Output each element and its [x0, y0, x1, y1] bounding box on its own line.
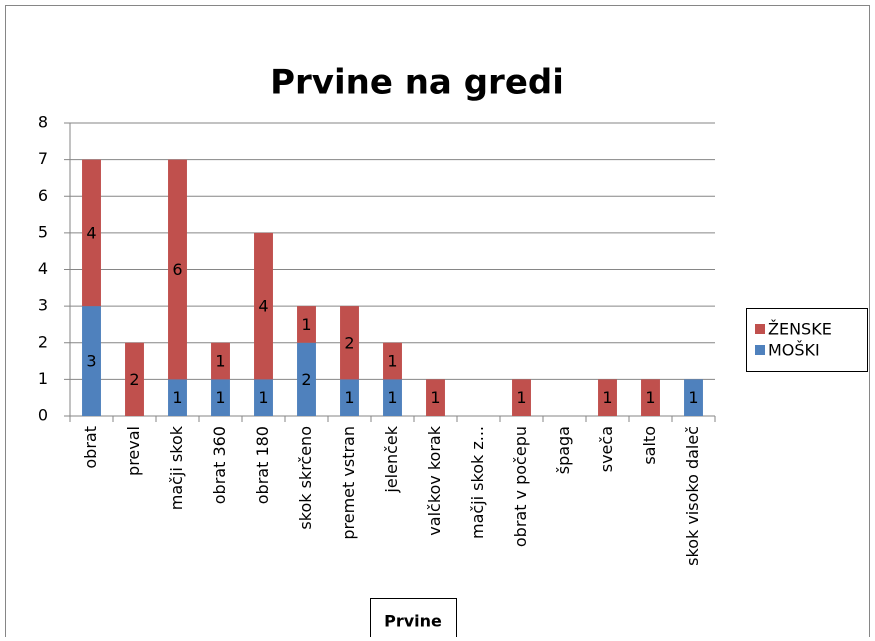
data-label: 2 [129, 370, 139, 389]
bar-segment [254, 379, 273, 416]
bar-segment [168, 159, 187, 380]
legend-label: ŽENSKE [768, 320, 832, 339]
bar-segment [383, 379, 402, 416]
legend-swatch [755, 324, 765, 334]
data-label: 6 [172, 260, 182, 279]
x-tick-label: špaga [554, 426, 573, 474]
data-label: 1 [688, 388, 698, 407]
y-tick-label: 5 [38, 222, 48, 241]
data-label: 4 [258, 297, 268, 316]
bar-segment [82, 306, 101, 416]
data-label: 1 [387, 388, 397, 407]
x-tick-label: mačji skok [167, 425, 186, 510]
y-tick-label: 3 [38, 296, 48, 315]
data-label: 1 [645, 388, 655, 407]
x-tick-label: skok skrčeno [296, 426, 315, 530]
y-tick-label: 4 [38, 259, 48, 278]
y-tick-label: 2 [38, 332, 48, 351]
legend-box [746, 308, 868, 372]
data-label: 1 [387, 352, 397, 371]
bar-segment [383, 342, 402, 380]
data-label: 1 [172, 388, 182, 407]
x-tick-label: mačji skok z... [468, 426, 487, 539]
bar-segment [125, 342, 144, 416]
bar-segment [211, 342, 230, 380]
data-label: 2 [301, 370, 311, 389]
x-title-box [370, 598, 457, 641]
data-label: 1 [602, 388, 612, 407]
x-axis-title: Prvine [384, 612, 442, 631]
data-label: 1 [258, 388, 268, 407]
bar-segment [340, 379, 359, 416]
bar-segment [297, 342, 316, 416]
x-tick-label: obrat v počepu [511, 426, 530, 547]
x-tick-label: skok visoko daleč [683, 426, 702, 566]
bar-segment [254, 232, 273, 380]
x-tick-label: preval [124, 426, 143, 476]
x-tick-label: sveča [597, 426, 616, 472]
chart-title: Prvine na gredi [270, 63, 564, 103]
bar-segment [168, 379, 187, 416]
bar-segment [211, 379, 230, 416]
bar-segment [82, 159, 101, 307]
x-tick-label: obrat [81, 426, 100, 469]
bar-segment [512, 379, 531, 416]
bar-segment [297, 306, 316, 343]
y-tick-label: 6 [38, 186, 48, 205]
x-tick-label: obrat 180 [253, 426, 272, 504]
y-tick-label: 8 [38, 113, 48, 132]
data-label: 4 [86, 223, 96, 242]
y-tick-label: 0 [38, 406, 48, 425]
bar-segment [684, 379, 703, 416]
legend-swatch [755, 345, 765, 355]
x-tick-label: salto [640, 426, 659, 465]
data-label: 1 [215, 352, 225, 371]
bar-segment [426, 379, 445, 416]
x-tick-label: valčkov korak [425, 425, 444, 535]
data-label: 1 [301, 315, 311, 334]
data-label: 3 [86, 352, 96, 371]
x-tick-label: obrat 360 [210, 426, 229, 504]
x-tick-label: jelenček [382, 425, 401, 493]
x-tick-label: premet vstran [339, 426, 358, 540]
legend-label: MOŠKI [768, 341, 820, 360]
chart-border [5, 5, 870, 641]
data-label: 1 [215, 388, 225, 407]
data-label: 1 [430, 388, 440, 407]
bar-segment [598, 379, 617, 416]
y-tick-label: 7 [38, 149, 48, 168]
data-label: 1 [344, 388, 354, 407]
data-label: 2 [344, 333, 354, 352]
y-tick-label: 1 [38, 369, 48, 388]
bar-segment [641, 379, 660, 416]
bar-segment [340, 306, 359, 380]
data-label: 1 [516, 388, 526, 407]
